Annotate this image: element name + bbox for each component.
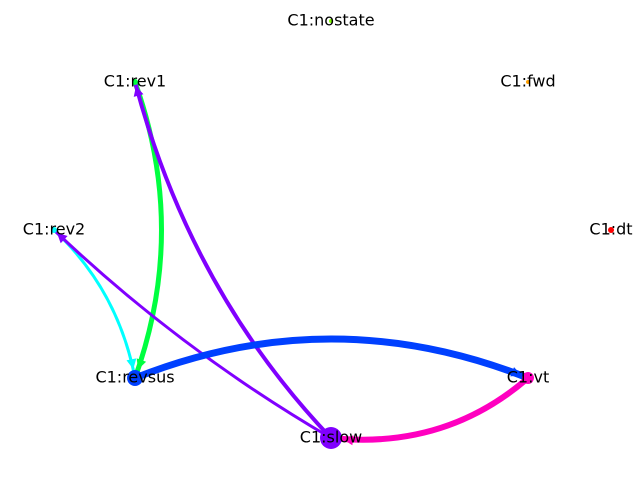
node-label-fwd: C1:fwd xyxy=(500,72,555,91)
arrowhead-slow-to-rev2 xyxy=(56,232,68,244)
node-layer xyxy=(51,19,614,449)
arrowhead-vt-to-slow xyxy=(342,435,354,446)
node-label-dt: C1:dt xyxy=(589,220,632,239)
node-label-rev2: C1:rev2 xyxy=(23,220,85,239)
node-revsus[interactable] xyxy=(127,370,143,386)
node-fwd[interactable] xyxy=(526,80,530,84)
arrowhead-slow-to-rev1 xyxy=(133,85,144,97)
node-rev2[interactable] xyxy=(51,227,57,233)
edge-rev2-to-revsus xyxy=(52,228,137,380)
edge-slow-to-rev1 xyxy=(133,80,333,440)
arrowhead-rev2-to-revsus xyxy=(126,358,137,370)
edge-revsus-to-vt xyxy=(131,335,532,382)
node-label-vt: C1:vt xyxy=(507,368,549,387)
edge-layer xyxy=(52,79,532,446)
node-label-slow: C1:slow xyxy=(300,428,362,447)
edge-vt-to-slow xyxy=(328,375,531,443)
node-slow[interactable] xyxy=(320,427,342,449)
node-nostate[interactable] xyxy=(329,19,333,23)
arrowhead-revsus-to-vt xyxy=(510,367,522,377)
node-dt[interactable] xyxy=(608,227,614,233)
node-label-rev1: C1:rev1 xyxy=(104,72,166,91)
label-layer: C1:nostate C1:rev1 C1:fwd C1:rev2 C1:dt C1:re… xyxy=(23,11,633,447)
node-label-nostate: C1:nostate xyxy=(287,11,374,30)
node-rev1[interactable] xyxy=(132,79,138,85)
edge-slow-to-rev2 xyxy=(52,228,333,440)
node-vt[interactable] xyxy=(522,372,534,384)
node-label-revsus: C1:revsus xyxy=(95,368,174,387)
arrowhead-rev1-to-revsus xyxy=(136,358,147,370)
